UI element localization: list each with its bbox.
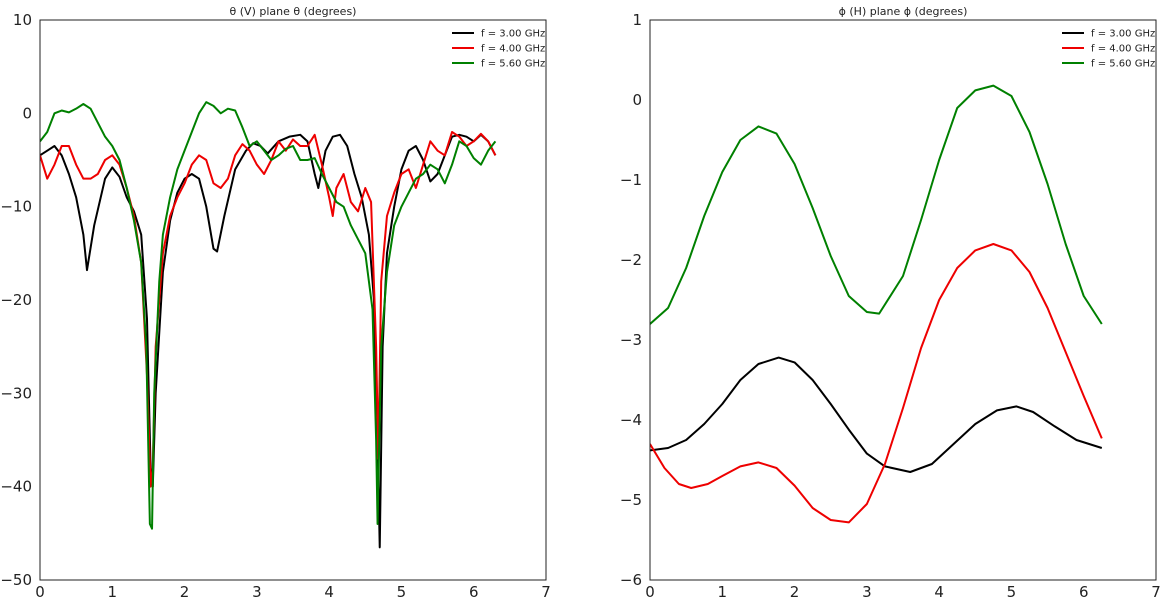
theta-v-plane-y-tick-label: −50 xyxy=(0,571,32,589)
theta-v-plane-panel: 0 1 2 3 4 5 6 7 10 0 −10 −20 −30 −40 −50 θ (V) plane θ … xyxy=(0,5,550,601)
phi-h-plane-axes-frame xyxy=(649,19,1157,581)
phi-h-plane-x-tick-label: 6 xyxy=(1079,583,1089,601)
theta-v-plane-x-tick-label: 5 xyxy=(397,583,407,601)
phi-h-plane-x-tick-label: 2 xyxy=(790,583,800,601)
theta-v-plane-title: θ (V) plane θ (degrees) xyxy=(230,5,357,18)
phi-h-plane-y-tick-label: 1 xyxy=(632,11,642,29)
phi-h-plane-panel: 0 1 2 3 4 5 6 7 1 0 −1 −2 −3 −4 −5 −6 ϕ (H) plane ϕ (deg… xyxy=(620,5,1161,601)
theta-v-plane-y-tick-label: −10 xyxy=(0,198,32,216)
theta-v-plane-axes-frame xyxy=(39,19,547,581)
phi-h-plane-title: ϕ (H) plane ϕ (degrees) xyxy=(839,5,968,18)
theta-v-plane-x-tick-label: 6 xyxy=(469,583,479,601)
theta-v-plane-legend-label: f = 4.00 GHz xyxy=(481,44,545,55)
theta-v-plane-y-tick-label: −40 xyxy=(0,478,32,496)
theta-v-plane-plot-area xyxy=(40,20,546,580)
theta-v-plane-x-tick-label: 2 xyxy=(180,583,190,601)
theta-v-plane-legend: f = 3.00 GHz f = 4.00 GHz f = 5.60 GHz xyxy=(452,29,545,70)
phi-h-plane-y-tick-label: −2 xyxy=(620,251,642,269)
phi-h-plane-x-tick-label: 1 xyxy=(718,583,728,601)
theta-v-plane-legend-label: f = 3.00 GHz xyxy=(481,29,545,40)
phi-h-plane-legend-label: f = 3.00 GHz xyxy=(1091,29,1155,40)
phi-h-plane-legend-label: f = 5.60 GHz xyxy=(1091,59,1155,70)
phi-h-plane-legend-label: f = 4.00 GHz xyxy=(1091,44,1155,55)
phi-h-plane-x-tick-label: 7 xyxy=(1151,583,1161,601)
phi-h-plane-x-tick-label: 0 xyxy=(645,583,655,601)
phi-h-plane-x-tick-label: 3 xyxy=(862,583,872,601)
theta-v-plane-x-tick-label: 0 xyxy=(35,583,45,601)
theta-v-plane-y-tick-label: −20 xyxy=(0,291,32,309)
phi-h-plane-y-tick-label: 0 xyxy=(632,91,642,109)
theta-v-plane-y-tick-label: 10 xyxy=(13,11,32,29)
phi-h-plane-series-line-3 xyxy=(650,84,1103,325)
phi-h-plane-x-tick-label: 4 xyxy=(934,583,944,601)
phi-h-plane-series-line-2 xyxy=(650,243,1103,524)
phi-h-plane-y-tick-label: −6 xyxy=(620,571,642,589)
theta-v-plane-legend-label: f = 5.60 GHz xyxy=(481,59,545,70)
theta-v-plane-x-tick-label: 4 xyxy=(324,583,334,601)
phi-h-plane-y-tick-label: −5 xyxy=(620,491,642,509)
phi-h-plane-series-line-1 xyxy=(650,356,1103,473)
theta-v-plane-x-tick-label: 1 xyxy=(108,583,118,601)
theta-v-plane-y-tick-label: 0 xyxy=(22,104,32,122)
phi-h-plane-y-tick-label: −4 xyxy=(620,411,642,429)
theta-v-plane-series-line-3 xyxy=(40,101,497,530)
phi-h-plane-y-tick-label: −1 xyxy=(620,171,642,189)
theta-v-plane-y-tick-label: −30 xyxy=(0,384,32,402)
theta-v-plane-series-line-1 xyxy=(40,133,497,549)
phi-h-plane-y-tick-label: −3 xyxy=(620,331,642,349)
phi-h-plane-plot-area xyxy=(650,20,1156,580)
phi-h-plane-x-tick-label: 5 xyxy=(1007,583,1017,601)
phi-h-plane-legend: f = 3.00 GHz f = 4.00 GHz f = 5.60 GHz xyxy=(1062,29,1155,70)
theta-v-plane-x-tick-label: 7 xyxy=(541,583,551,601)
theta-v-plane-x-tick-label: 3 xyxy=(252,583,262,601)
